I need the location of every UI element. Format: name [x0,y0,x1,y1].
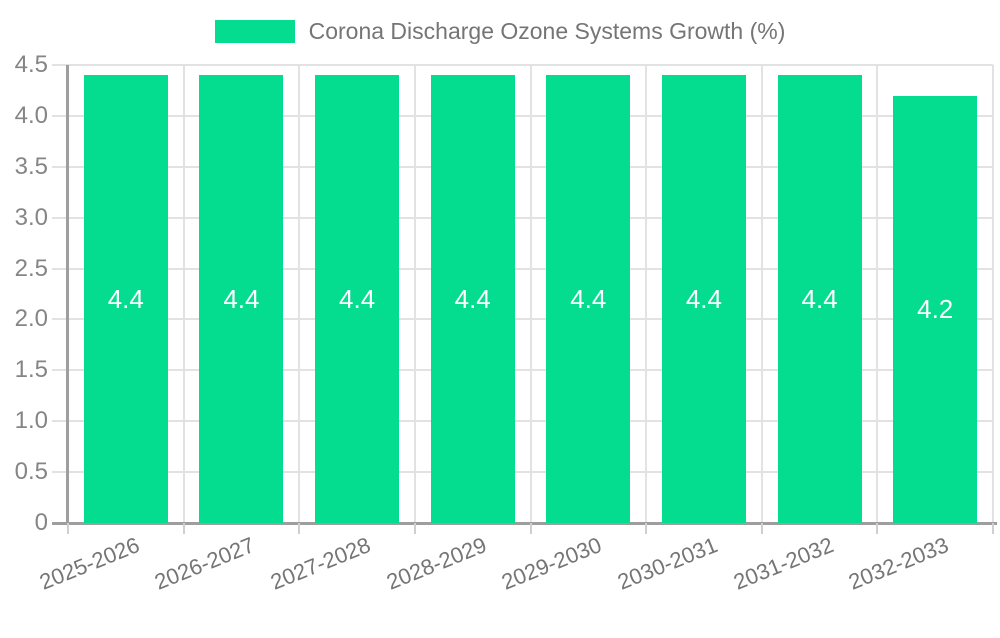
x-axis-category-label: 2027-2028 [267,532,375,595]
x-axis-tick-mark [529,523,532,534]
x-gridline [645,65,648,523]
bar: 4.4 [430,75,515,523]
y-axis-tick-label: 1.5 [14,356,48,384]
legend-label: Corona Discharge Ozone Systems Growth (%… [308,18,786,44]
y-axis-tick-label: 0.5 [14,458,48,486]
bar-value-label: 4.4 [685,284,722,315]
y-gridline [52,114,993,117]
bar-value-label: 4.4 [570,284,607,315]
bar-value-label: 4.4 [454,284,491,315]
x-gridline [298,65,301,523]
y-axis-line [66,65,69,525]
bar: 4.4 [777,75,862,523]
bar-value-label: 4.4 [107,284,144,315]
bar: 4.2 [893,95,978,523]
bar: 4.4 [546,75,631,523]
x-axis-tick-mark [645,523,648,534]
x-axis-tick-mark [67,523,69,534]
x-axis-tick-mark [876,523,879,534]
y-axis-tick-label: 4.0 [14,101,48,129]
bar: 4.4 [199,75,284,523]
bar-value-label: 4.4 [339,284,376,315]
x-axis-category-label: 2026-2027 [151,532,259,595]
x-gridline [760,65,763,523]
x-gridline [876,65,879,523]
bar-value-label: 4.4 [223,284,260,315]
y-gridline [52,64,993,66]
bar: 4.4 [83,75,168,523]
y-axis-tick-label: 1.0 [14,407,48,435]
x-axis-category-label: 2030-2031 [613,532,721,595]
x-gridline [182,65,185,523]
y-gridline [52,318,993,321]
y-axis-tick-label: 4.5 [14,51,48,78]
y-axis-tick-label: 3.5 [14,152,48,180]
y-axis-tick-label: 3.0 [14,203,48,231]
y-axis-tick-label: 2.0 [14,305,48,333]
x-axis-category-label: 2029-2030 [498,532,606,595]
x-axis-tick-mark [992,523,994,534]
x-axis-tick-mark [182,523,185,534]
x-axis-category-label: 2031-2032 [729,532,837,595]
bar-value-label: 4.2 [917,294,954,325]
y-gridline [52,369,993,372]
y-axis-tick-label: 2.5 [14,254,48,282]
y-gridline [52,165,993,168]
x-axis-category-label: 2028-2029 [382,532,490,595]
x-axis-category-label: 2032-2033 [845,532,953,595]
x-axis-tick-mark [298,523,301,534]
bar-chart: Corona Discharge Ozone Systems Growth (%… [0,18,1000,595]
y-gridline [52,216,993,219]
x-axis-tick-mark [413,523,416,534]
bar: 4.4 [315,75,400,523]
y-gridline [52,267,993,270]
legend[interactable]: Corona Discharge Ozone Systems Growth (%… [0,18,1000,45]
x-axis-tick-mark [760,523,763,534]
bar-value-label: 4.4 [801,284,838,315]
x-gridline [992,65,994,523]
y-gridline [52,471,993,474]
legend-swatch [214,20,295,43]
x-axis-line [52,522,997,525]
bar: 4.4 [661,75,746,523]
y-gridline [52,420,993,423]
y-axis-tick-label: 0 [34,509,48,536]
x-gridline [413,65,416,523]
x-gridline [529,65,532,523]
